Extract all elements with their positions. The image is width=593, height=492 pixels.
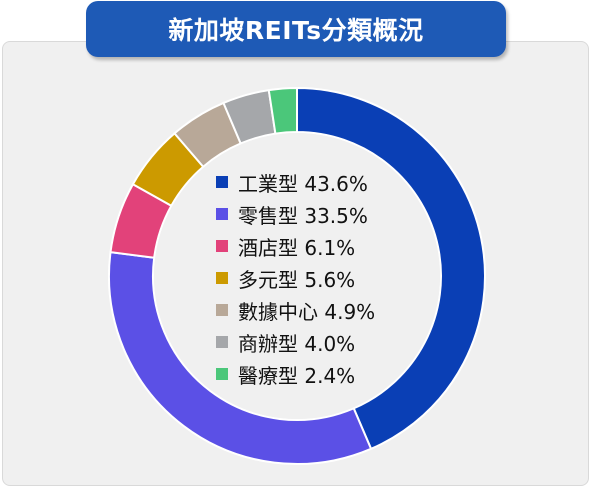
legend-item-1: 零售型 33.5%	[216, 198, 375, 230]
legend-item-5: 商辦型 4.0%	[216, 326, 375, 358]
chart-legend: 工業型 43.6% 零售型 33.5% 酒店型 6.1% 多元型 5.6% 數據中心 4…	[216, 166, 375, 390]
legend-swatch-1	[216, 208, 228, 220]
legend-swatch-6	[216, 368, 228, 380]
legend-name-3: 多元型	[238, 267, 298, 292]
legend-name-1: 零售型	[238, 203, 298, 228]
donut-slice-6	[267, 86, 298, 135]
legend-label-0: 工業型 43.6%	[238, 168, 368, 197]
legend-name-4: 數據中心	[238, 299, 318, 324]
legend-name-6: 醫療型	[238, 363, 298, 388]
legend-item-4: 數據中心 4.9%	[216, 294, 375, 326]
legend-label-3: 多元型 5.6%	[238, 264, 355, 293]
donut-slice-0	[296, 86, 486, 451]
legend-item-0: 工業型 43.6%	[216, 166, 375, 198]
legend-value-3: 5.6%	[304, 267, 356, 292]
legend-item-3: 多元型 5.6%	[216, 262, 375, 294]
legend-swatch-5	[216, 336, 228, 348]
legend-name-2: 酒店型	[238, 235, 298, 260]
chart-title: 新加坡REITs分類概況	[86, 1, 506, 57]
legend-item-6: 醫療型 2.4%	[216, 358, 375, 390]
legend-value-6: 2.4%	[304, 363, 356, 388]
legend-value-2: 6.1%	[304, 235, 356, 260]
legend-value-4: 4.9%	[324, 299, 376, 324]
legend-value-5: 4.0%	[304, 331, 356, 356]
legend-item-2: 酒店型 6.1%	[216, 230, 375, 262]
legend-label-5: 商辦型 4.0%	[238, 328, 355, 357]
legend-label-4: 數據中心 4.9%	[238, 296, 375, 325]
legend-swatch-3	[216, 272, 228, 284]
legend-name-5: 商辦型	[238, 331, 298, 356]
legend-label-6: 醫療型 2.4%	[238, 360, 355, 389]
legend-label-2: 酒店型 6.1%	[238, 232, 355, 261]
legend-swatch-0	[216, 176, 228, 188]
legend-swatch-4	[216, 304, 228, 316]
legend-value-0: 43.6%	[304, 171, 368, 196]
legend-name-0: 工業型	[238, 171, 298, 196]
legend-value-1: 33.5%	[304, 203, 368, 228]
legend-swatch-2	[216, 240, 228, 252]
legend-label-1: 零售型 33.5%	[238, 200, 368, 229]
